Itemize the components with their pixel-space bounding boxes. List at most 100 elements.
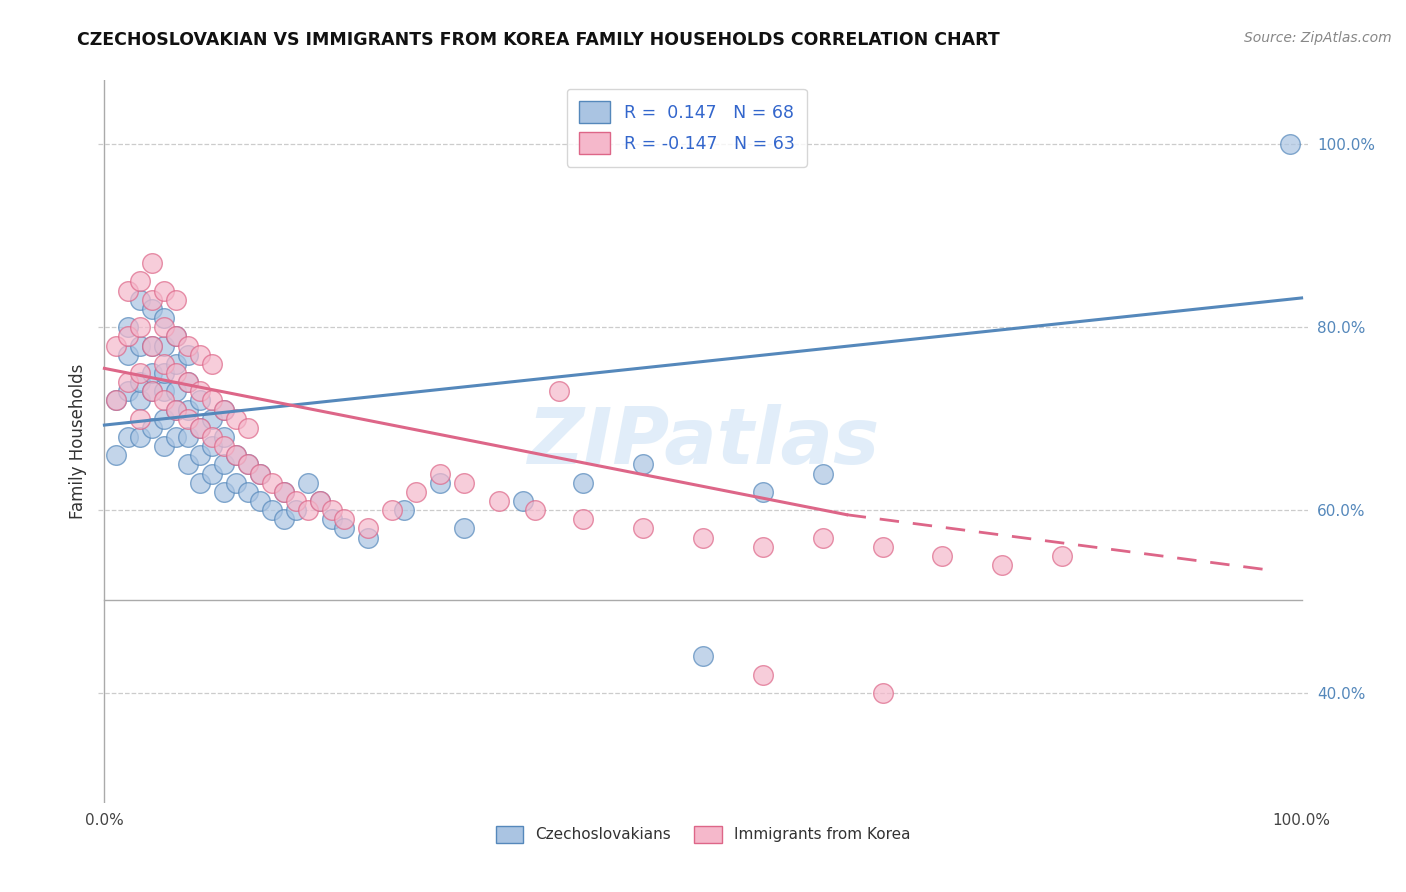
Point [249,467,271,481]
Point [357,521,380,535]
Point [129,375,152,389]
Point [153,366,176,380]
Point [572,475,595,490]
Point [165,329,187,343]
Point [129,293,152,307]
Point [297,503,319,517]
Point [105,338,128,352]
Point [177,338,200,352]
Point [429,467,451,481]
Point [872,540,894,554]
Point [453,521,475,535]
Point [177,458,200,472]
Point [260,475,283,490]
Point [631,458,654,472]
Point [117,384,139,399]
Point [129,320,152,334]
Legend: Czechoslovakians, Immigrants from Korea: Czechoslovakians, Immigrants from Korea [489,820,917,849]
Point [141,366,163,380]
Point [105,393,128,408]
Point [752,667,775,681]
Point [991,558,1014,572]
Point [177,411,200,425]
Text: ZIPatlas: ZIPatlas [527,403,879,480]
Point [273,484,295,499]
Point [188,393,211,408]
Point [225,448,247,462]
Point [811,531,834,545]
Point [212,458,235,472]
Point [752,540,775,554]
Point [201,357,224,371]
Point [225,411,247,425]
Point [165,384,187,399]
Point [212,439,235,453]
Point [225,475,247,490]
Point [105,448,128,462]
Point [212,402,235,417]
Point [129,411,152,425]
Point [141,256,163,270]
Point [177,375,200,389]
Point [153,411,176,425]
Point [188,384,211,399]
Point [333,512,356,526]
Point [931,549,953,563]
Point [188,475,211,490]
Point [201,430,224,444]
Point [201,393,224,408]
Point [236,484,259,499]
Point [284,503,307,517]
Point [692,531,714,545]
Point [488,494,510,508]
Point [177,430,200,444]
Point [572,512,595,526]
Point [201,411,224,425]
Point [201,439,224,453]
Point [381,503,404,517]
Point [811,467,834,481]
Point [153,338,176,352]
Point [141,338,163,352]
Point [165,329,187,343]
Point [212,402,235,417]
Point [321,503,343,517]
Point [284,494,307,508]
Point [273,484,295,499]
Point [392,503,415,517]
Point [405,484,427,499]
Point [333,521,356,535]
Point [117,348,139,362]
Text: CZECHOSLOVAKIAN VS IMMIGRANTS FROM KOREA FAMILY HOUSEHOLDS CORRELATION CHART: CZECHOSLOVAKIAN VS IMMIGRANTS FROM KOREA… [77,31,1000,49]
Point [117,284,139,298]
Point [141,301,163,316]
Point [548,384,571,399]
Point [129,393,152,408]
Point [129,366,152,380]
Point [105,393,128,408]
Point [153,284,176,298]
Point [872,686,894,700]
Point [165,366,187,380]
Point [141,384,163,399]
Text: Source: ZipAtlas.com: Source: ZipAtlas.com [1244,31,1392,45]
Point [165,357,187,371]
Point [188,421,211,435]
Point [141,338,163,352]
Point [141,384,163,399]
Point [212,430,235,444]
Point [201,467,224,481]
Point [692,649,714,664]
Point [631,521,654,535]
Point [165,293,187,307]
Point [1278,137,1301,152]
Point [188,421,211,435]
Point [177,348,200,362]
Point [117,430,139,444]
Point [752,484,775,499]
Point [165,430,187,444]
Point [153,311,176,326]
Point [321,512,343,526]
Point [188,348,211,362]
Point [129,275,152,289]
